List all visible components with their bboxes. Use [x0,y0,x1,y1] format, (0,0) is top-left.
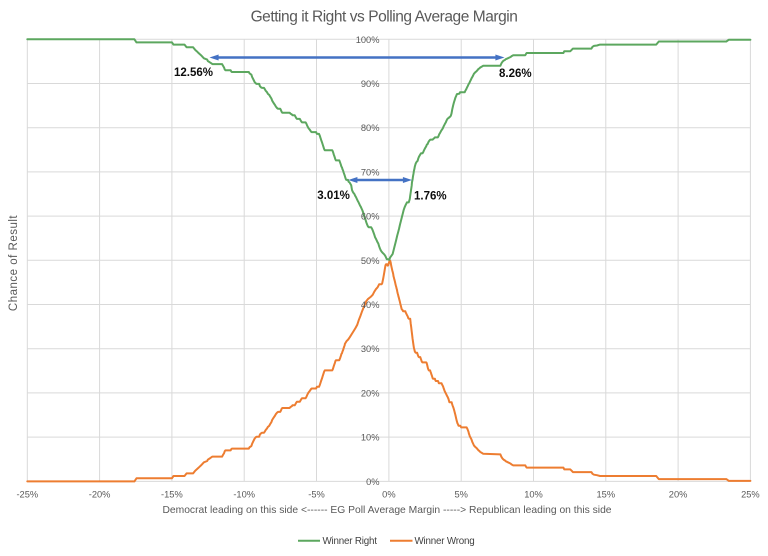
svg-text:12.56%: 12.56% [174,67,213,79]
svg-text:50%: 50% [361,256,380,266]
svg-text:-25%: -25% [16,490,38,500]
svg-text:30%: 30% [361,344,380,354]
svg-text:-10%: -10% [233,490,255,500]
svg-text:-5%: -5% [308,490,325,500]
svg-text:Winner Wrong: Winner Wrong [415,536,475,547]
svg-text:25%: 25% [741,490,760,500]
svg-text:20%: 20% [669,490,688,500]
svg-text:0%: 0% [366,477,379,487]
svg-text:Democrat leading on this side: Democrat leading on this side <------ EG… [162,505,611,516]
svg-text:10%: 10% [361,433,380,443]
svg-text:90%: 90% [361,79,380,89]
svg-text:Getting it Right vs Polling Av: Getting it Right vs Polling Average Marg… [251,9,518,26]
svg-text:40%: 40% [361,300,380,310]
svg-text:20%: 20% [361,388,380,398]
svg-text:Chance of Result: Chance of Result [8,215,20,312]
svg-text:0%: 0% [382,490,395,500]
svg-text:60%: 60% [361,212,380,222]
svg-text:-15%: -15% [161,490,183,500]
svg-text:70%: 70% [361,167,380,177]
svg-text:-20%: -20% [89,490,111,500]
svg-text:5%: 5% [454,490,467,500]
svg-text:10%: 10% [524,490,543,500]
svg-text:15%: 15% [596,490,615,500]
svg-text:1.76%: 1.76% [414,191,447,203]
svg-text:8.26%: 8.26% [499,68,532,80]
svg-text:Winner Right: Winner Right [323,536,378,547]
svg-text:3.01%: 3.01% [317,190,350,202]
svg-text:100%: 100% [356,35,380,45]
svg-text:80%: 80% [361,123,380,133]
